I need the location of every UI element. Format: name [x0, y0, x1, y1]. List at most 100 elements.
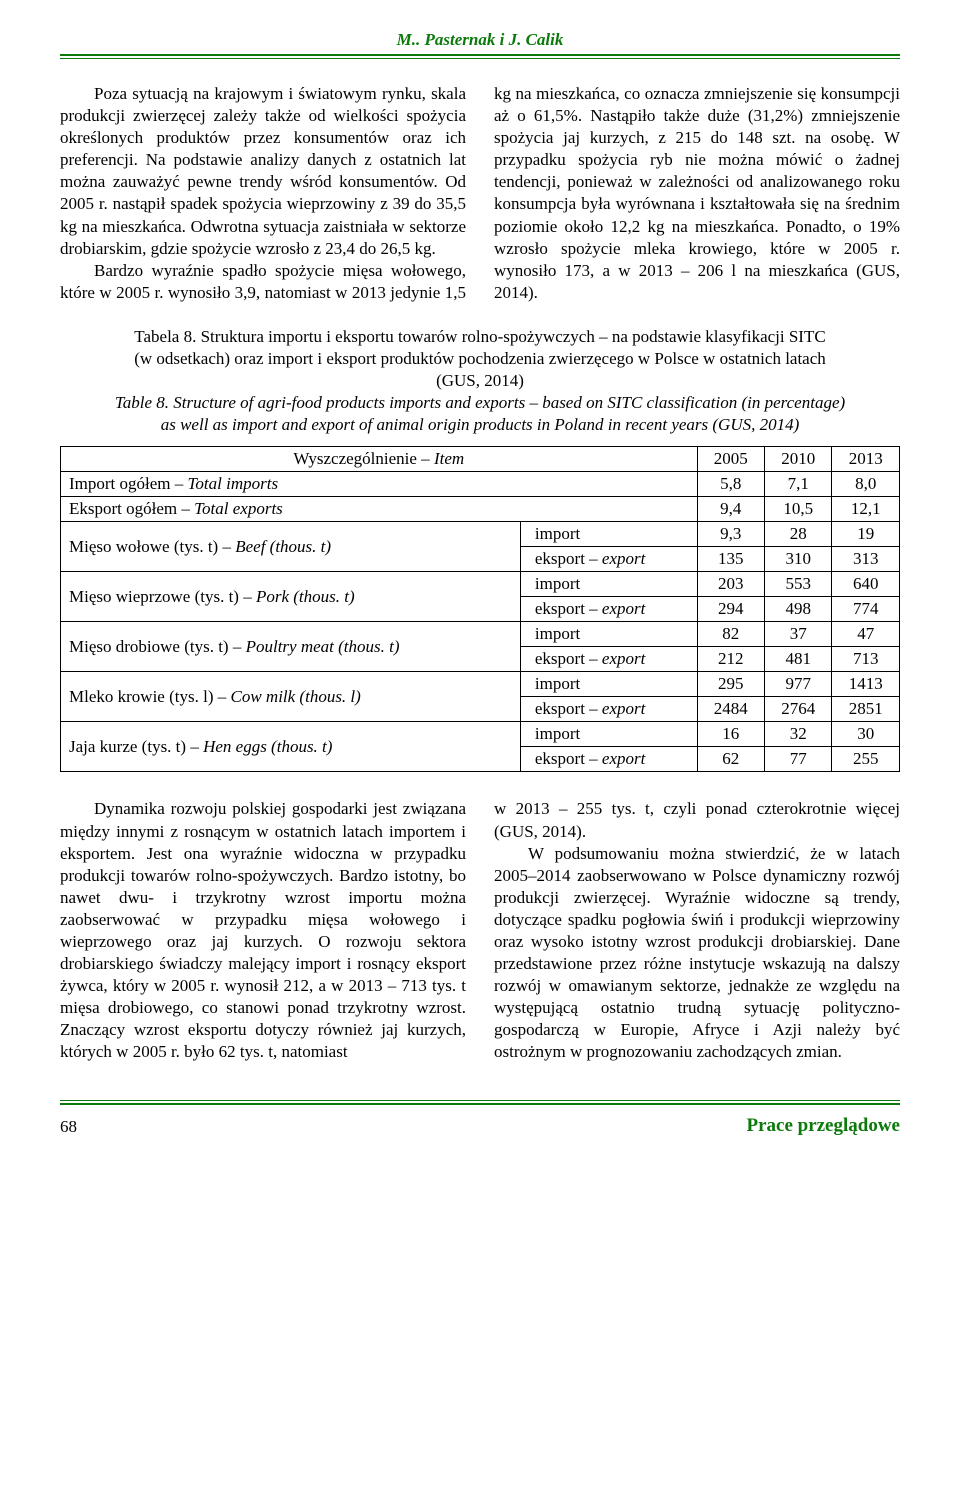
- col-item: Wyszczególnienie – Item: [61, 447, 698, 472]
- cell: 310: [765, 547, 832, 572]
- row-import-total: Import ogółem – Total imports: [61, 472, 698, 497]
- sub-import: import: [520, 572, 697, 597]
- header-rule: [60, 54, 900, 59]
- col-item-en: Item: [434, 449, 464, 468]
- paragraph-4: w 2013 – 255 tys. t, czyli ponad czterok…: [494, 798, 900, 842]
- import-export-table: Wyszczególnienie – Item 2005 2010 2013 I…: [60, 446, 900, 772]
- cell: 255: [832, 747, 900, 772]
- sub-export: eksport – export: [520, 697, 697, 722]
- sub-export: eksport – export: [520, 597, 697, 622]
- footer-section: Prace przeglądowe: [746, 1115, 900, 1137]
- sub-import: import: [520, 722, 697, 747]
- cell: 212: [697, 647, 764, 672]
- cell: 12,1: [832, 497, 900, 522]
- col-item-pl: Wyszczególnienie –: [293, 449, 434, 468]
- label-pl: Jaja kurze (tys. t) –: [69, 737, 203, 756]
- cell: 7,1: [765, 472, 832, 497]
- row-export-total: Eksport ogółem – Total exports: [61, 497, 698, 522]
- sub-import: import: [520, 672, 697, 697]
- label-pl: Import ogółem –: [69, 474, 188, 493]
- label-en: Beef (thous. t): [235, 537, 331, 556]
- sub-export: eksport – export: [520, 547, 697, 572]
- paragraph-1: Poza sytuacją na krajowym i światowym ry…: [60, 83, 466, 260]
- cell: 294: [697, 597, 764, 622]
- label-en: Poultry meat (thous. t): [246, 637, 400, 656]
- body-columns-bottom: Dynamika rozwoju polskiej gospodarki jes…: [60, 798, 900, 1063]
- label-en: Total exports: [194, 499, 283, 518]
- cell: 9,4: [697, 497, 764, 522]
- caption-pl-b: (w odsetkach) oraz import i eksport prod…: [134, 349, 826, 368]
- table-row: Mięso wołowe (tys. t) – Beef (thous. t) …: [61, 522, 900, 547]
- label-en: Cow milk (thous. l): [230, 687, 360, 706]
- table-row: Import ogółem – Total imports 5,8 7,1 8,…: [61, 472, 900, 497]
- label-en: export: [602, 549, 645, 568]
- cell: 5,8: [697, 472, 764, 497]
- cell: 713: [832, 647, 900, 672]
- cell: 2851: [832, 697, 900, 722]
- cell: 28: [765, 522, 832, 547]
- cell: 16: [697, 722, 764, 747]
- row-beef: Mięso wołowe (tys. t) – Beef (thous. t): [61, 522, 521, 572]
- paragraph-3: Dynamika rozwoju polskiej gospodarki jes…: [60, 798, 466, 1063]
- label-pl: eksport –: [535, 549, 602, 568]
- page-number: 68: [60, 1117, 77, 1137]
- cell: 9,3: [697, 522, 764, 547]
- label-pl: Mięso wołowe (tys. t) –: [69, 537, 235, 556]
- cell: 32: [765, 722, 832, 747]
- label-en: Hen eggs (thous. t): [203, 737, 332, 756]
- cell: 30: [832, 722, 900, 747]
- label-en: Pork (thous. t): [256, 587, 355, 606]
- cell: 498: [765, 597, 832, 622]
- cell: 553: [765, 572, 832, 597]
- cell: 37: [765, 622, 832, 647]
- cell: 2764: [765, 697, 832, 722]
- cell: 10,5: [765, 497, 832, 522]
- cell: 1413: [832, 672, 900, 697]
- caption-en-a: Table 8. Structure of agri-food products…: [115, 393, 845, 412]
- cell: 203: [697, 572, 764, 597]
- label-en: export: [602, 749, 645, 768]
- sub-import: import: [520, 522, 697, 547]
- row-milk: Mleko krowie (tys. l) – Cow milk (thous.…: [61, 672, 521, 722]
- cell: 77: [765, 747, 832, 772]
- page-footer: 68 Prace przeglądowe: [60, 1115, 900, 1137]
- table-row: Mleko krowie (tys. l) – Cow milk (thous.…: [61, 672, 900, 697]
- label-pl: eksport –: [535, 599, 602, 618]
- caption-en-b: as well as import and export of animal o…: [161, 415, 800, 434]
- paragraph-5: W podsumowaniu można stwierdzić, że w la…: [494, 843, 900, 1064]
- row-pork: Mięso wieprzowe (tys. t) – Pork (thous. …: [61, 572, 521, 622]
- footer-rule: [60, 1100, 900, 1105]
- sub-export: eksport – export: [520, 647, 697, 672]
- cell: 481: [765, 647, 832, 672]
- caption-pl-a: Tabela 8. Struktura importu i eksportu t…: [134, 327, 825, 346]
- table-header-row: Wyszczególnienie – Item 2005 2010 2013: [61, 447, 900, 472]
- row-eggs: Jaja kurze (tys. t) – Hen eggs (thous. t…: [61, 722, 521, 772]
- cell: 774: [832, 597, 900, 622]
- label-pl: eksport –: [535, 649, 602, 668]
- label-en: export: [602, 649, 645, 668]
- sub-import: import: [520, 622, 697, 647]
- label-pl: Eksport ogółem –: [69, 499, 194, 518]
- cell: 47: [832, 622, 900, 647]
- label-pl: Mleko krowie (tys. l) –: [69, 687, 230, 706]
- label-pl: Mięso drobiowe (tys. t) –: [69, 637, 246, 656]
- body-columns-top: Poza sytuacją na krajowym i światowym ry…: [60, 83, 900, 304]
- col-2013: 2013: [832, 447, 900, 472]
- label-pl: Mięso wieprzowe (tys. t) –: [69, 587, 256, 606]
- cell: 135: [697, 547, 764, 572]
- table-caption: Tabela 8. Struktura importu i eksportu t…: [60, 326, 900, 436]
- cell: 82: [697, 622, 764, 647]
- row-poultry: Mięso drobiowe (tys. t) – Poultry meat (…: [61, 622, 521, 672]
- table-row: Jaja kurze (tys. t) – Hen eggs (thous. t…: [61, 722, 900, 747]
- cell: 8,0: [832, 472, 900, 497]
- cell: 295: [697, 672, 764, 697]
- cell: 19: [832, 522, 900, 547]
- col-2005: 2005: [697, 447, 764, 472]
- caption-pl-c: (GUS, 2014): [436, 371, 524, 390]
- cell: 62: [697, 747, 764, 772]
- cell: 2484: [697, 697, 764, 722]
- cell: 977: [765, 672, 832, 697]
- cell: 640: [832, 572, 900, 597]
- label-pl: eksport –: [535, 749, 602, 768]
- sub-export: eksport – export: [520, 747, 697, 772]
